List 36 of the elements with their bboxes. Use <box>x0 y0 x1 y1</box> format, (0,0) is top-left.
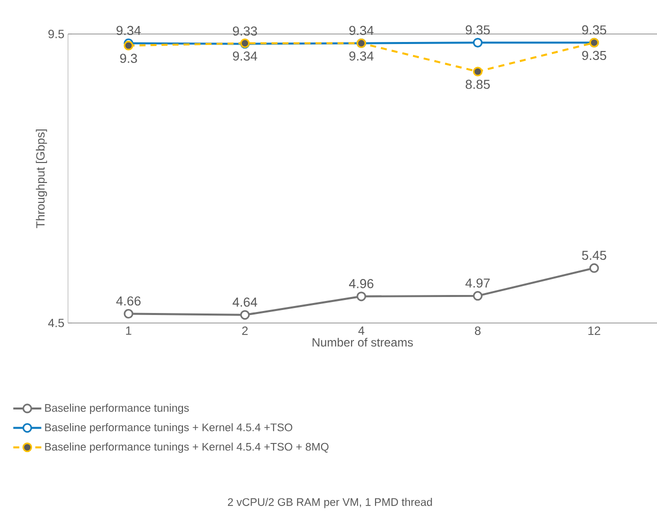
x-tick-label: 8 <box>474 326 481 335</box>
point <box>589 263 599 273</box>
y-tick-label: 9.5 <box>48 30 64 38</box>
x-tick-label: 4 <box>358 326 364 335</box>
data-label: 4.64 <box>232 298 258 307</box>
data-label: 9.34 <box>349 26 374 36</box>
point <box>472 66 483 76</box>
data-label: 9.35 <box>582 50 606 60</box>
point <box>124 40 134 50</box>
data-label: 9.34 <box>349 51 374 61</box>
x-axis-title: Number of streams <box>312 338 413 347</box>
x-tick-label: 1 <box>126 326 132 335</box>
point <box>240 310 250 320</box>
data-label: 9.34 <box>116 26 141 36</box>
x-tick-label: 2 <box>242 326 248 335</box>
data-label: 4.66 <box>116 296 141 306</box>
data-label: 9.34 <box>232 51 258 61</box>
data-label: 9.35 <box>582 25 606 34</box>
point <box>356 292 366 302</box>
legend-label: Baseline performance tunings + Kernel 4.5.4 +TSO <box>45 423 292 434</box>
legend-label: Baseline performance tunings <box>45 404 189 414</box>
data-label: 9.33 <box>232 26 257 36</box>
data-label: 4.96 <box>349 279 374 288</box>
text: 2 vCPU/2 GB RAM per VM, 1 PMD thread <box>228 498 432 508</box>
data-label: 8.85 <box>466 80 490 89</box>
y-tick-label: 4.5 <box>48 318 64 328</box>
data-label: 9.3 <box>120 54 137 63</box>
point <box>124 308 134 319</box>
data-label: 4.97 <box>465 278 490 288</box>
y-axis-title: Throughput [Gbps] <box>36 130 48 228</box>
x-tick-label: 12 <box>588 326 600 335</box>
data-label: 5.45 <box>582 250 606 260</box>
point <box>472 291 483 301</box>
legend-label: Baseline performance tunings + Kernel 4.5.4 +TSO + 8MQ <box>45 442 328 453</box>
point <box>472 38 483 48</box>
data-label: 9.35 <box>466 25 490 34</box>
